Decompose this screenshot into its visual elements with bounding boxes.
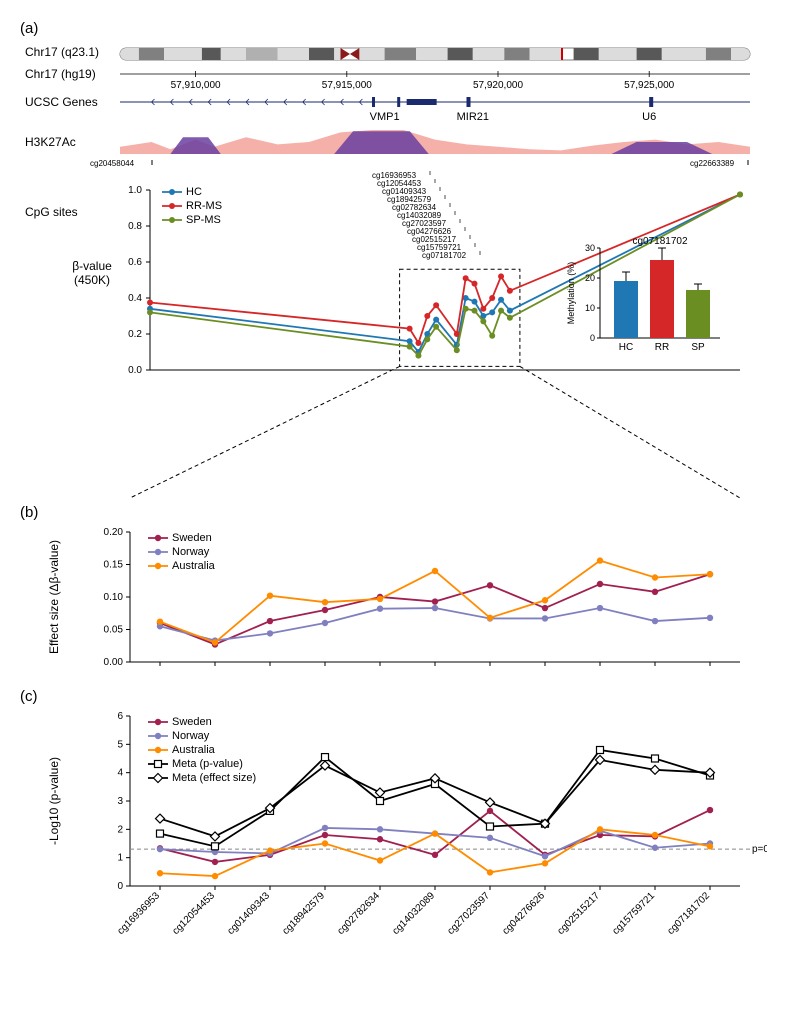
svg-text:57,910,000: 57,910,000 bbox=[171, 80, 221, 91]
svg-text:cg12054453: cg12054453 bbox=[170, 890, 217, 937]
panel-c-svg: 0123456-Log10 (p-value)p=0.05cg16936953c… bbox=[20, 706, 767, 976]
svg-text:Chr17 (hg19): Chr17 (hg19) bbox=[25, 67, 96, 81]
svg-text:0.0: 0.0 bbox=[128, 365, 142, 376]
svg-text:RR: RR bbox=[655, 342, 669, 353]
svg-text:CpG sites: CpG sites bbox=[25, 205, 78, 219]
svg-text:3: 3 bbox=[117, 796, 123, 807]
svg-text:0.10: 0.10 bbox=[104, 592, 124, 603]
svg-text:cg02515217: cg02515217 bbox=[555, 890, 602, 937]
svg-text:cg14032089: cg14032089 bbox=[390, 890, 437, 937]
svg-text:57,920,000: 57,920,000 bbox=[473, 80, 523, 91]
svg-text:0.6: 0.6 bbox=[128, 257, 142, 268]
panel-a-label: (a) bbox=[20, 20, 38, 37]
svg-text:β-value: β-value bbox=[72, 259, 112, 273]
svg-text:0.15: 0.15 bbox=[104, 560, 124, 571]
svg-text:4: 4 bbox=[117, 768, 123, 779]
svg-text:30: 30 bbox=[585, 243, 595, 253]
panel-b-svg: 0.00 0.05 0.10 0.15 0.20 Effect size (Δβ-valu… bbox=[20, 522, 767, 682]
svg-text:57,925,000: 57,925,000 bbox=[624, 80, 674, 91]
svg-text:Sweden: Sweden bbox=[172, 716, 212, 728]
svg-text:UCSC Genes: UCSC Genes bbox=[25, 95, 98, 109]
svg-text:VMP1: VMP1 bbox=[370, 111, 400, 123]
svg-text:6: 6 bbox=[117, 711, 123, 722]
svg-text:0: 0 bbox=[590, 333, 595, 343]
svg-text:(450K): (450K) bbox=[74, 273, 110, 287]
svg-text:cg18942579: cg18942579 bbox=[280, 890, 327, 937]
panel-b-label: (b) bbox=[20, 504, 38, 521]
svg-text:Norway: Norway bbox=[172, 546, 210, 558]
panel-b: (b) 0.00 0.05 0.10 0.15 0.20 Effect size (Δβ-… bbox=[20, 504, 767, 682]
svg-text:0.00: 0.00 bbox=[104, 657, 124, 668]
svg-text:Australia: Australia bbox=[172, 744, 216, 756]
svg-text:cg20458044: cg20458044 bbox=[90, 159, 135, 168]
svg-text:cg02782634: cg02782634 bbox=[335, 890, 382, 937]
svg-text:MIR21: MIR21 bbox=[457, 111, 489, 123]
svg-text:SP: SP bbox=[691, 342, 705, 353]
panel-c: (c) 0 1 2 3 4 5 6 -Log10 (p-value) p=0.05 cg16936… bbox=[20, 688, 767, 976]
svg-text:cg22663389: cg22663389 bbox=[690, 159, 735, 168]
svg-text:2: 2 bbox=[117, 824, 123, 835]
svg-text:HC: HC bbox=[619, 342, 633, 353]
svg-text:5: 5 bbox=[117, 739, 123, 750]
svg-text:cg07181702: cg07181702 bbox=[422, 251, 467, 260]
panel-c-label: (c) bbox=[20, 688, 38, 705]
svg-text:cg01409343: cg01409343 bbox=[225, 890, 272, 937]
svg-text:cg04276626: cg04276626 bbox=[500, 890, 547, 937]
svg-text:U6: U6 bbox=[642, 111, 656, 123]
svg-text:57,915,000: 57,915,000 bbox=[322, 80, 372, 91]
svg-text:SP-MS: SP-MS bbox=[186, 214, 221, 226]
svg-text:Australia: Australia bbox=[172, 560, 216, 572]
svg-text:20: 20 bbox=[585, 273, 595, 283]
svg-text:cg07181702: cg07181702 bbox=[665, 890, 712, 937]
svg-text:1.0: 1.0 bbox=[128, 185, 142, 196]
svg-text:Methylation (%): Methylation (%) bbox=[566, 262, 576, 325]
svg-text:0.20: 0.20 bbox=[104, 527, 124, 538]
svg-text:cg07181702: cg07181702 bbox=[632, 236, 687, 247]
svg-text:1: 1 bbox=[117, 853, 123, 864]
svg-text:p=0.05: p=0.05 bbox=[752, 844, 767, 855]
svg-text:0.8: 0.8 bbox=[128, 221, 142, 232]
svg-text:Chr17 (q23.1): Chr17 (q23.1) bbox=[25, 45, 99, 59]
svg-text:H3K27Ac: H3K27Ac bbox=[25, 135, 76, 149]
svg-text:0.4: 0.4 bbox=[128, 293, 142, 304]
panel-a-svg: Chr17 (q23.1) Chr17 (hg19) 57,910,000 57,91… bbox=[20, 38, 767, 498]
svg-text:-Log10 (p-value): -Log10 (p-value) bbox=[47, 757, 61, 845]
svg-text:cg16936953: cg16936953 bbox=[115, 890, 162, 937]
svg-text:Effect size (Δβ-value): Effect size (Δβ-value) bbox=[47, 540, 61, 654]
panel-a: (a) Chr17 (q23.1) Chr17 (hg19) 57,910,000 5… bbox=[20, 20, 767, 498]
svg-text:RR-MS: RR-MS bbox=[186, 200, 222, 212]
svg-text:Meta (effect size): Meta (effect size) bbox=[172, 772, 256, 784]
svg-text:cg27023597: cg27023597 bbox=[445, 890, 492, 937]
svg-text:0.05: 0.05 bbox=[104, 625, 124, 636]
svg-text:HC: HC bbox=[186, 186, 202, 198]
svg-text:Norway: Norway bbox=[172, 730, 210, 742]
svg-text:0: 0 bbox=[117, 881, 123, 892]
svg-text:0.2: 0.2 bbox=[128, 329, 142, 340]
svg-text:Sweden: Sweden bbox=[172, 532, 212, 544]
svg-text:cg15759721: cg15759721 bbox=[610, 890, 657, 937]
svg-text:Meta (p-value): Meta (p-value) bbox=[172, 758, 243, 770]
svg-text:10: 10 bbox=[585, 303, 595, 313]
